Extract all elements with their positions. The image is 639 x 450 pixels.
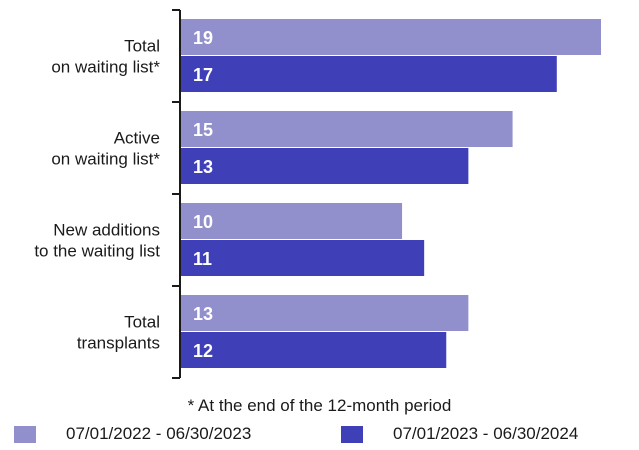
bar-series-2 <box>181 148 469 184</box>
bar-value-label: 12 <box>193 341 213 361</box>
category-label-line: Total <box>124 313 160 332</box>
bar-series-2 <box>181 240 425 276</box>
legend: 07/01/2022 - 06/30/2023 07/01/2023 - 06/… <box>0 424 639 448</box>
bars: 19 17 15 13 10 11 13 12 <box>181 19 601 368</box>
category-labels: Total on waiting list* Active on waiting li… <box>34 37 160 353</box>
bar-series-2 <box>181 332 447 368</box>
bar-series-1 <box>181 203 403 239</box>
bar-value-label: 17 <box>193 65 213 85</box>
legend-swatch-series-2 <box>341 425 363 443</box>
category-label-line: on waiting list* <box>51 150 160 169</box>
category-label: Total transplants <box>77 313 160 353</box>
legend-label-series-1: 07/01/2022 - 06/30/2023 <box>66 424 252 443</box>
category-label-line: to the waiting list <box>34 242 160 261</box>
bar-value-label: 13 <box>193 304 213 324</box>
legend-item-series-1: 07/01/2022 - 06/30/2023 <box>14 424 251 444</box>
bar-value-label: 15 <box>193 120 213 140</box>
footnote: * At the end of the 12-month period <box>187 396 452 415</box>
category-label-line: New additions <box>53 221 160 240</box>
bar-chart: Total on waiting list* Active on waiting li… <box>34 9 601 379</box>
category-label: Total on waiting list* <box>51 37 160 77</box>
category-label-line: on waiting list* <box>51 58 160 77</box>
bar-series-2 <box>181 56 557 92</box>
bar-value-label: 19 <box>193 28 213 48</box>
category-label-line: Total <box>124 37 160 56</box>
bar-series-1 <box>181 19 601 55</box>
bar-value-label: 13 <box>193 157 213 177</box>
category-axis <box>172 9 181 379</box>
category-label-line: Active <box>114 129 160 148</box>
legend-label-series-2: 07/01/2023 - 06/30/2024 <box>393 424 579 443</box>
category-label: Active on waiting list* <box>51 129 160 169</box>
bar-value-label: 10 <box>193 212 213 232</box>
bar-series-1 <box>181 111 513 147</box>
category-label-line: transplants <box>77 334 160 353</box>
bar-value-label: 11 <box>193 249 212 269</box>
legend-item-series-2: 07/01/2023 - 06/30/2024 <box>341 424 578 444</box>
bar-series-1 <box>181 295 469 331</box>
legend-swatch-series-1 <box>14 425 36 443</box>
category-label: New additions to the waiting list <box>34 221 160 261</box>
